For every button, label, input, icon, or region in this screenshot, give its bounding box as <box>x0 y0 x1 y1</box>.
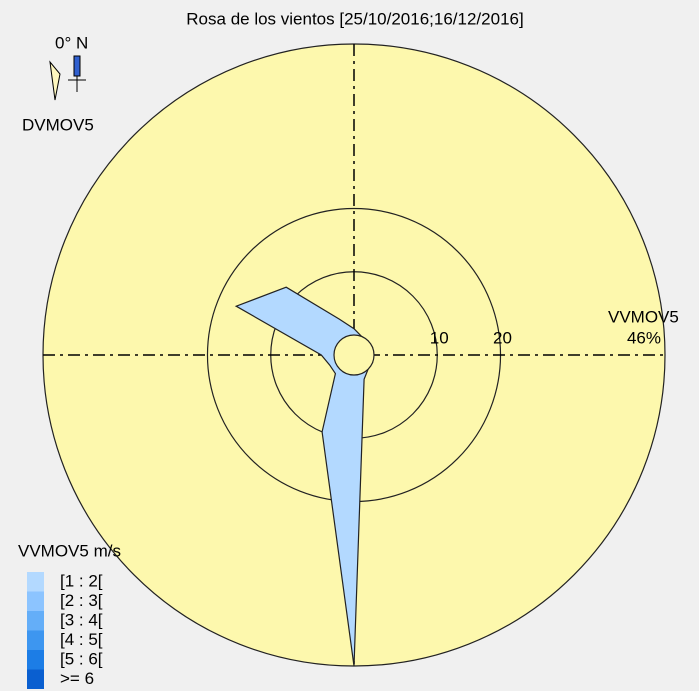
legend: [1 : 2[[2 : 3[[3 : 4[[4 : 5[[5 : 6[>= 6 <box>27 571 103 689</box>
legend-label: [4 : 5[ <box>60 630 103 649</box>
compass-icon <box>49 55 86 101</box>
legend-label: >= 6 <box>60 669 94 688</box>
legend-swatch <box>27 611 44 631</box>
legend-label: [2 : 3[ <box>60 591 103 610</box>
direction-variable: DVMOV5 <box>22 115 94 134</box>
legend-label: [3 : 4[ <box>60 610 103 629</box>
legend-swatch <box>27 591 44 611</box>
chart-title: Rosa de los vientos [25/10/2016;16/12/20… <box>186 9 523 28</box>
legend-label: [5 : 6[ <box>60 649 103 668</box>
center-hole <box>333 334 375 376</box>
legend-swatch <box>27 572 44 592</box>
ring-label: 10 <box>430 328 449 347</box>
ring-label: 20 <box>493 328 512 347</box>
speed-variable: VVMOV5 <box>608 307 679 326</box>
plot: 10 20 46% <box>42 43 666 667</box>
legend-swatch <box>27 650 44 670</box>
legend-swatch <box>27 630 44 650</box>
legend-label: [1 : 2[ <box>60 571 103 590</box>
north-label: 0° N <box>55 33 88 52</box>
ring-label: 46% <box>627 328 661 347</box>
legend-title: VVMOV5 m/s <box>18 541 121 560</box>
legend-swatch <box>27 669 44 689</box>
